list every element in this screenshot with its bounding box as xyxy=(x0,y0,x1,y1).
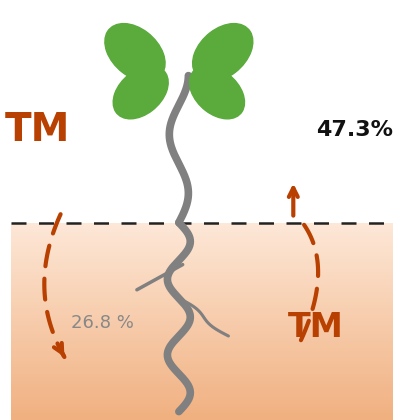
Bar xyxy=(11,318,392,321)
Bar xyxy=(11,285,392,289)
Text: 47.3%: 47.3% xyxy=(316,120,393,140)
Bar xyxy=(11,410,392,413)
Bar xyxy=(11,302,392,305)
Bar xyxy=(11,334,392,338)
Bar xyxy=(11,404,392,407)
Bar xyxy=(11,249,392,252)
Bar xyxy=(11,341,392,344)
Bar xyxy=(11,387,392,391)
Bar xyxy=(11,269,392,272)
Bar xyxy=(11,272,392,275)
Bar xyxy=(11,239,392,242)
Bar xyxy=(11,265,392,269)
Ellipse shape xyxy=(193,24,253,81)
Bar xyxy=(11,377,392,381)
Bar xyxy=(11,361,392,364)
Bar xyxy=(11,246,392,249)
Bar xyxy=(11,354,392,357)
Bar xyxy=(11,351,392,354)
Bar xyxy=(11,348,392,351)
Bar xyxy=(11,400,392,404)
Bar xyxy=(11,305,392,308)
Bar xyxy=(11,394,392,397)
Bar xyxy=(11,0,392,223)
Bar xyxy=(11,407,392,410)
Bar xyxy=(11,331,392,334)
Bar xyxy=(11,308,392,312)
Bar xyxy=(11,282,392,285)
Bar xyxy=(11,298,392,302)
Bar xyxy=(11,328,392,331)
Text: 26.8 %: 26.8 % xyxy=(71,315,134,332)
Bar xyxy=(11,289,392,292)
Ellipse shape xyxy=(190,66,244,119)
Bar xyxy=(11,344,392,348)
Bar xyxy=(11,338,392,341)
Ellipse shape xyxy=(105,24,165,81)
Bar xyxy=(11,252,392,255)
Bar xyxy=(11,315,392,318)
Bar xyxy=(11,262,392,265)
Bar xyxy=(11,259,392,262)
Bar xyxy=(11,255,392,259)
Ellipse shape xyxy=(113,66,168,119)
Bar xyxy=(11,391,392,394)
Bar xyxy=(11,292,392,295)
Bar xyxy=(11,229,392,233)
Bar xyxy=(11,357,392,361)
Bar xyxy=(11,278,392,282)
Bar xyxy=(11,371,392,374)
Text: TM: TM xyxy=(288,311,344,344)
Bar xyxy=(11,381,392,384)
Bar xyxy=(11,226,392,229)
Bar xyxy=(11,295,392,298)
Bar xyxy=(11,223,392,226)
Bar xyxy=(11,236,392,239)
Bar xyxy=(11,312,392,315)
Bar xyxy=(11,384,392,387)
Bar xyxy=(11,417,392,420)
Text: TM: TM xyxy=(5,111,70,149)
Bar xyxy=(11,413,392,417)
Bar xyxy=(11,242,392,246)
Bar xyxy=(11,374,392,377)
Bar xyxy=(11,397,392,400)
Bar xyxy=(11,275,392,278)
Bar xyxy=(11,232,392,236)
Bar xyxy=(11,325,392,328)
Bar xyxy=(11,368,392,371)
Bar xyxy=(11,364,392,368)
Bar xyxy=(11,321,392,325)
